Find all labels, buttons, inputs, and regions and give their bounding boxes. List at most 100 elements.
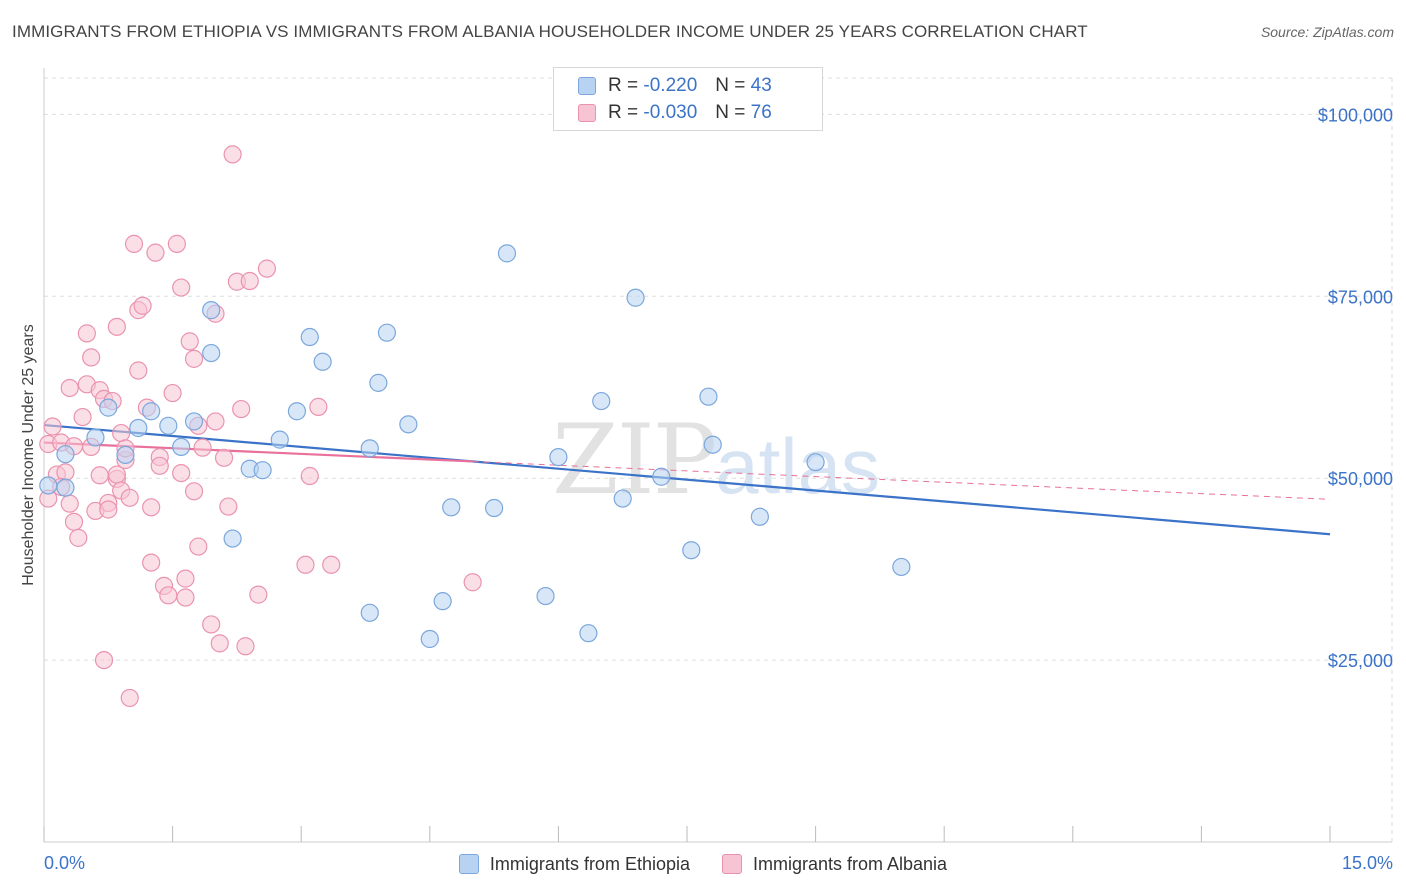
point-ethiopia <box>202 301 221 320</box>
point-albania <box>112 423 131 443</box>
legend-n-value: 43 <box>750 75 772 96</box>
point-ethiopia <box>172 437 191 457</box>
point-albania <box>64 512 84 531</box>
source-credit: Source: ZipAtlas.com <box>1260 24 1394 40</box>
point-ethiopia <box>56 478 75 497</box>
legend-swatch-blue <box>578 77 596 95</box>
point-ethiopia <box>497 244 517 263</box>
point-albania <box>94 650 114 670</box>
point-albania <box>142 498 161 517</box>
point-ethiopia <box>270 430 289 449</box>
point-ethiopia <box>360 439 379 458</box>
point-albania <box>43 417 62 436</box>
point-albania <box>163 383 182 403</box>
point-albania <box>206 412 225 431</box>
y-axis-label: Householder Income Under 25 years <box>20 324 37 586</box>
point-ethiopia <box>253 461 272 480</box>
watermark-zip: ZIP <box>552 404 717 516</box>
point-ethiopia <box>806 453 825 472</box>
point-albania <box>146 243 165 262</box>
point-albania <box>296 555 315 574</box>
point-ethiopia <box>399 415 418 434</box>
point-albania <box>90 466 109 485</box>
point-ethiopia <box>592 391 611 411</box>
point-ethiopia <box>99 398 118 417</box>
point-albania <box>124 234 144 253</box>
point-albania <box>214 448 234 467</box>
point-ethiopia <box>142 402 161 421</box>
point-ethiopia <box>703 435 722 454</box>
point-albania <box>150 456 169 475</box>
point-ethiopia <box>369 373 388 392</box>
point-albania <box>300 466 319 486</box>
point-albania <box>120 488 139 507</box>
legend-row-albania: R = -0.030 N = 76 <box>578 100 772 126</box>
point-ethiopia <box>485 498 504 518</box>
tick-labels: $25,000 $50,000 $75,000 $100,000 0.0% 15.0% <box>44 105 1393 873</box>
y-tick-label: $50,000 <box>1328 469 1393 489</box>
legend-swatch-blue <box>458 854 479 874</box>
point-albania <box>309 397 328 416</box>
point-albania <box>107 317 126 336</box>
point-ethiopia <box>549 447 568 467</box>
watermark: ZIPatlas <box>552 404 880 516</box>
legend-item-ethiopia: Immigrants from Ethiopia <box>458 853 690 875</box>
legend-r-label: R = <box>608 75 639 96</box>
point-ethiopia <box>420 629 439 649</box>
legend-label-ethiopia: Immigrants from Ethiopia <box>489 853 690 874</box>
legend-swatch-pink <box>722 854 742 874</box>
point-albania <box>142 553 161 572</box>
point-albania <box>184 482 204 501</box>
point-albania <box>120 688 139 708</box>
point-albania <box>249 585 268 604</box>
point-albania <box>210 634 229 653</box>
point-albania <box>322 555 341 574</box>
legend-r-value: -0.030 <box>643 102 698 123</box>
point-ethiopia <box>184 412 204 431</box>
point-albania <box>184 349 204 368</box>
y-tick-label: $25,000 <box>1328 651 1393 671</box>
data-points <box>39 145 911 708</box>
point-ethiopia <box>652 467 671 486</box>
point-ethiopia <box>433 592 452 611</box>
legend-r-label: R = <box>608 102 639 123</box>
point-albania <box>232 399 251 419</box>
watermark-atlas: atlas <box>715 422 880 510</box>
point-albania <box>77 324 96 343</box>
point-ethiopia <box>613 489 632 508</box>
point-albania <box>240 271 259 291</box>
point-ethiopia <box>750 507 769 526</box>
trend-line-ethiopia <box>43 423 1331 536</box>
point-albania <box>133 296 152 315</box>
point-ethiopia <box>360 603 379 622</box>
point-albania <box>172 463 191 483</box>
point-albania <box>176 588 195 607</box>
point-ethiopia <box>202 343 221 363</box>
point-albania <box>82 348 101 367</box>
point-ethiopia <box>86 428 105 447</box>
point-ethiopia <box>300 327 319 347</box>
legend-label-albania: Immigrants from Albania <box>753 853 948 874</box>
legend-r-value: -0.220 <box>643 75 698 96</box>
point-ethiopia <box>442 498 461 517</box>
point-ethiopia <box>892 557 911 577</box>
point-albania <box>167 234 186 253</box>
point-ethiopia <box>579 624 598 643</box>
point-ethiopia <box>287 402 307 421</box>
correlation-legend: R = -0.220 N = 43 R = -0.030 N = 76 <box>553 67 823 131</box>
legend-swatch-pink <box>578 104 596 122</box>
point-ethiopia <box>313 352 332 371</box>
chart-title: IMMIGRANTS FROM ETHIOPIA VS IMMIGRANTS F… <box>12 22 1088 41</box>
point-albania <box>69 528 88 547</box>
point-albania <box>236 637 255 656</box>
point-albania <box>189 537 208 556</box>
point-ethiopia <box>536 586 555 606</box>
legend-n-value: 76 <box>750 102 772 123</box>
point-albania <box>129 361 148 380</box>
point-albania <box>180 332 199 351</box>
x-tick-label: 15.0% <box>1342 853 1393 873</box>
legend-row-ethiopia: R = -0.220 N = 43 <box>578 73 772 99</box>
point-ethiopia <box>159 416 178 435</box>
point-albania <box>99 500 118 519</box>
x-tick-label: 0.0% <box>44 853 85 873</box>
